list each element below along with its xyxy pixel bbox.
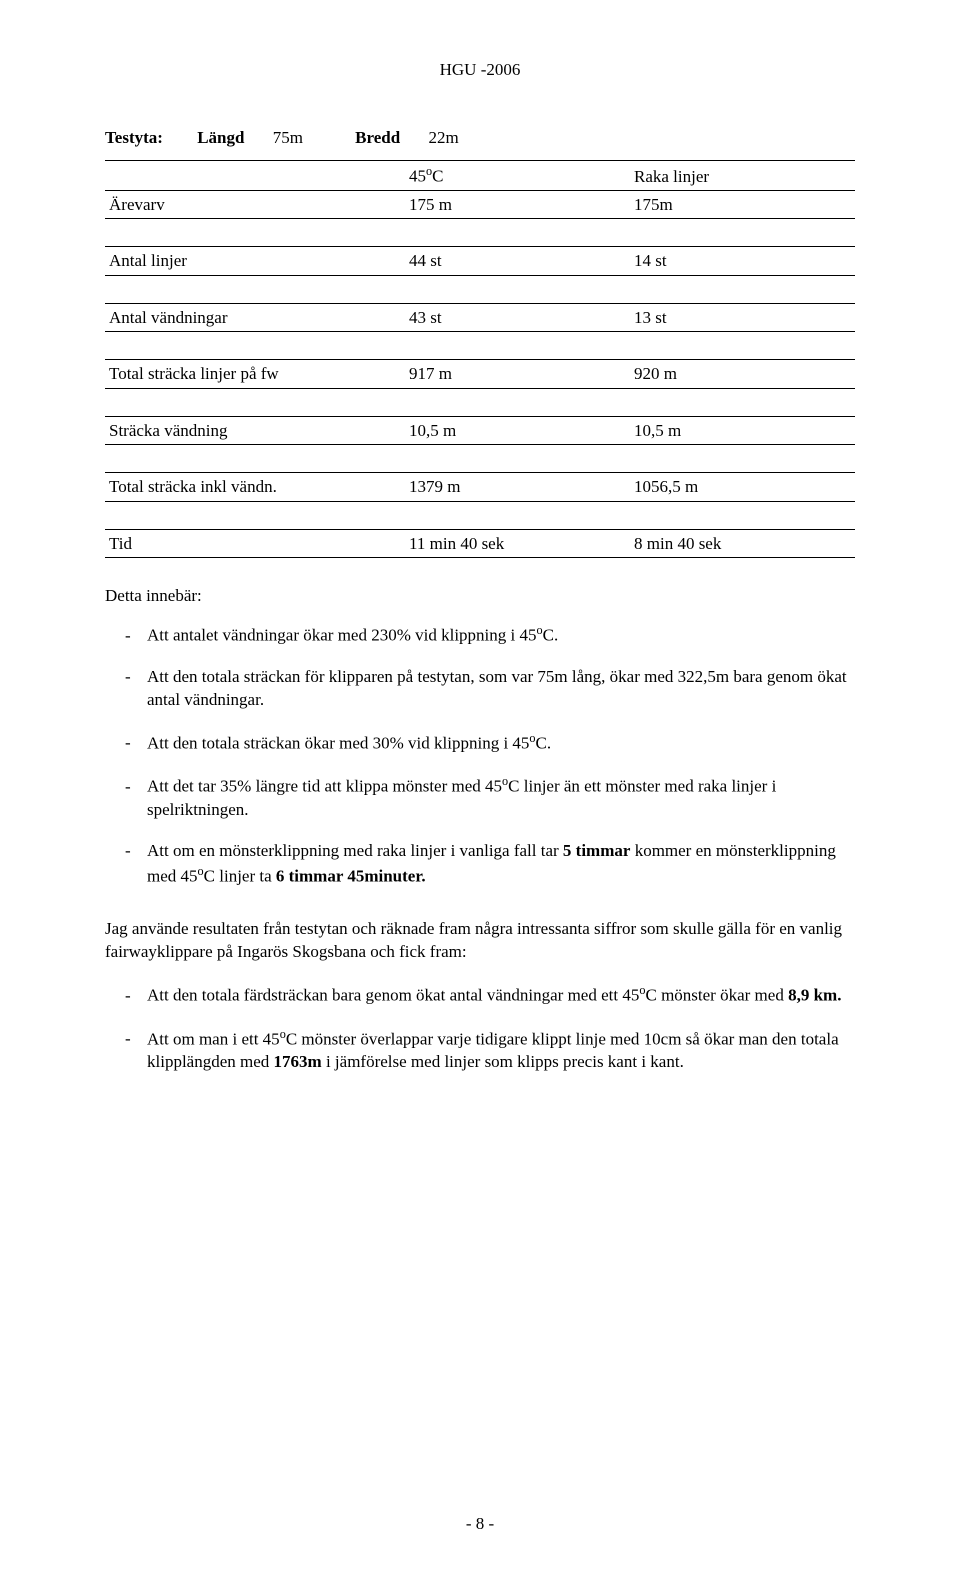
- table-cell: Total sträcka inkl vändn.: [105, 473, 405, 501]
- bullet-list-1: Att antalet vändningar ökar med 230% vid…: [105, 622, 855, 888]
- table-cell: 43 st: [405, 303, 630, 331]
- list-item: Att den totala sträckan ökar med 30% vid…: [105, 730, 855, 756]
- table-cell: [630, 445, 855, 473]
- table-cell: [405, 501, 630, 529]
- table-cell: [105, 219, 405, 247]
- table-cell: [630, 501, 855, 529]
- table-cell: Tid: [105, 529, 405, 557]
- table-cell: [405, 388, 630, 416]
- spec-label-testyta: Testyta:: [105, 128, 163, 147]
- table-cell: 44 st: [405, 247, 630, 275]
- table-cell: Ärevarv: [105, 190, 405, 218]
- table-cell: [630, 332, 855, 360]
- table-cell: Antal vändningar: [105, 303, 405, 331]
- table-cell: 11 min 40 sek: [405, 529, 630, 557]
- list-item: Att om en mönsterklippning med raka linj…: [105, 840, 855, 889]
- table-cell: Total sträcka linjer på fw: [105, 360, 405, 388]
- table-cell: 917 m: [405, 360, 630, 388]
- paragraph-2: Jag använde resultaten från testytan och…: [105, 918, 855, 964]
- table-cell: [105, 275, 405, 303]
- page-number: - 8 -: [0, 1514, 960, 1534]
- table-header-empty: [105, 161, 405, 191]
- table-cell: 10,5 m: [630, 416, 855, 444]
- table-cell: 175m: [630, 190, 855, 218]
- results-table: 45oCRaka linjer Ärevarv175 m175m Antal li…: [105, 160, 855, 558]
- table-cell: 175 m: [405, 190, 630, 218]
- table-cell: 13 st: [630, 303, 855, 331]
- spec-length-value: 75m: [273, 128, 303, 147]
- table-cell: [405, 219, 630, 247]
- list-item: Att den totala färdsträckan bara genom ö…: [105, 982, 855, 1008]
- table-cell: 8 min 40 sek: [630, 529, 855, 557]
- table-cell: [630, 388, 855, 416]
- document-header: HGU -2006: [105, 60, 855, 80]
- spec-width-value: 22m: [428, 128, 458, 147]
- table-cell: [105, 501, 405, 529]
- table-cell: [630, 219, 855, 247]
- table-cell: Sträcka vändning: [105, 416, 405, 444]
- table-header-45c: 45oC: [405, 161, 630, 191]
- table-cell: 10,5 m: [405, 416, 630, 444]
- test-area-spec: Testyta: Längd 75m Bredd 22m: [105, 128, 855, 148]
- table-cell: [630, 275, 855, 303]
- list-item: Att det tar 35% längre tid att klippa mö…: [105, 773, 855, 822]
- table-cell: [105, 332, 405, 360]
- table-header-raka: Raka linjer: [630, 161, 855, 191]
- table-cell: [405, 445, 630, 473]
- table-cell: 14 st: [630, 247, 855, 275]
- intro-text-1: Detta innebär:: [105, 586, 855, 606]
- table-cell: [405, 332, 630, 360]
- list-item: Att antalet vändningar ökar med 230% vid…: [105, 622, 855, 648]
- table-cell: [405, 275, 630, 303]
- table-cell: 1379 m: [405, 473, 630, 501]
- table-cell: Antal linjer: [105, 247, 405, 275]
- list-item: Att den totala sträckan för klipparen på…: [105, 666, 855, 712]
- table-cell: [105, 445, 405, 473]
- list-item: Att om man i ett 45oC mönster överlappar…: [105, 1026, 855, 1075]
- table-cell: [105, 388, 405, 416]
- table-cell: 1056,5 m: [630, 473, 855, 501]
- spec-label-length: Längd: [197, 128, 244, 147]
- table-cell: 920 m: [630, 360, 855, 388]
- bullet-list-2: Att den totala färdsträckan bara genom ö…: [105, 982, 855, 1074]
- spec-label-width: Bredd: [355, 128, 400, 147]
